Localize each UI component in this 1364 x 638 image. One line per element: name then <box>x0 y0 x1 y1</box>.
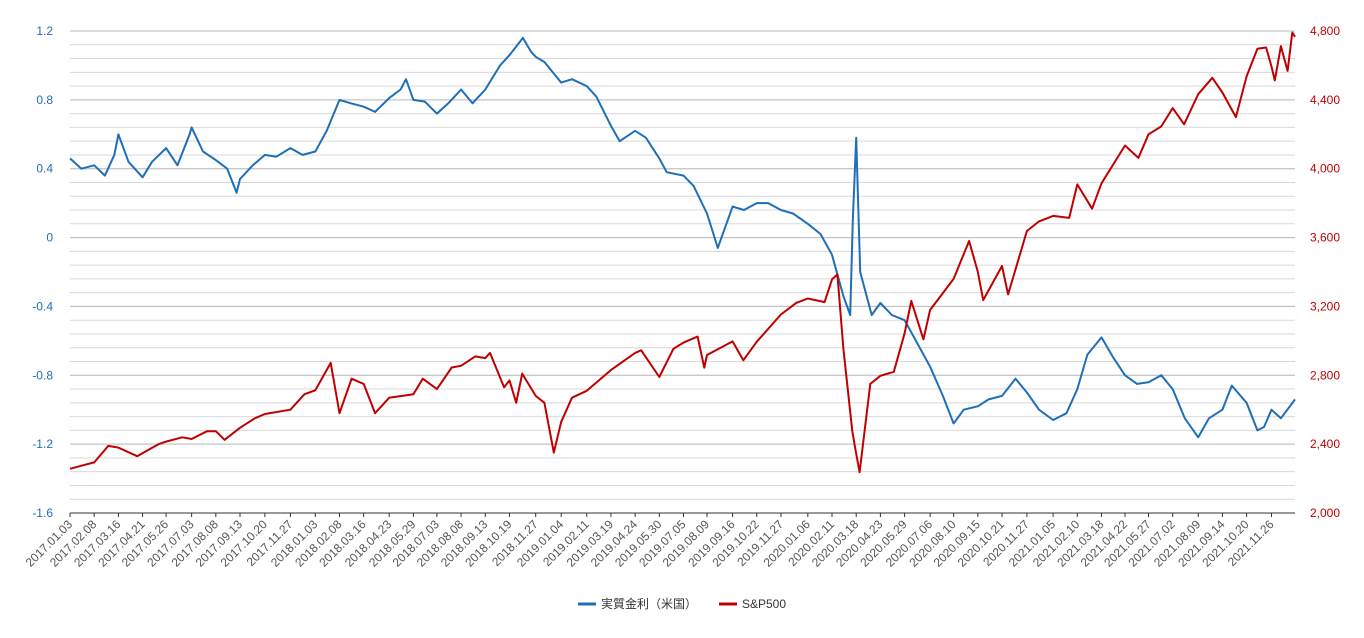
right-y-axis: 2,000 2,400 2,800 3,200 3,600 4,000 4,400 4,800 <box>1310 24 1340 520</box>
right-tick-label: 4,400 <box>1310 93 1340 107</box>
gridlines <box>70 30 1295 514</box>
right-tick-label: 4,800 <box>1310 24 1340 38</box>
series-lines <box>69 31 1296 474</box>
right-tick-label: 3,600 <box>1310 231 1340 245</box>
right-tick-label: 2,400 <box>1310 437 1340 451</box>
left-tick-label: -0.8 <box>32 368 53 382</box>
legend-label-real-rate: 実質金利（米国） <box>601 596 697 611</box>
left-tick-label: -1.2 <box>32 437 53 451</box>
x-axis: 2017.01.032017.02.082017.03.162017.04.21… <box>23 513 1277 570</box>
left-tick-label: 0.4 <box>36 162 53 176</box>
legend: 実質金利（米国） S&P500 <box>578 596 786 611</box>
left-tick-label: -0.4 <box>32 299 53 313</box>
right-tick-label: 3,200 <box>1310 299 1340 313</box>
right-tick-label: 2,800 <box>1310 368 1340 382</box>
left-tick-label: 1.2 <box>36 24 53 38</box>
left-tick-label: 0.8 <box>36 93 53 107</box>
right-tick-label: 2,000 <box>1310 506 1340 520</box>
left-tick-label: -1.6 <box>32 506 53 520</box>
series-line-real-rate <box>69 36 1296 439</box>
left-tick-label: 0 <box>46 231 53 245</box>
series-line-sp500 <box>69 31 1296 474</box>
left-y-axis: -1.6 -1.2 -0.8 -0.4 0 0.4 0.8 1.2 <box>32 24 53 520</box>
legend-label-sp500: S&P500 <box>742 597 786 611</box>
right-tick-label: 4,000 <box>1310 162 1340 176</box>
